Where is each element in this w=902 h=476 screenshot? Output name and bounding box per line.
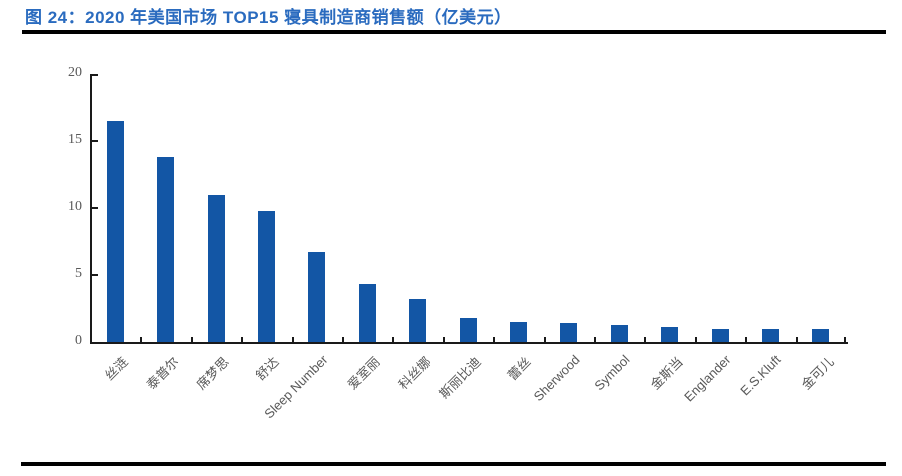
x-tick-mark: [90, 337, 92, 342]
y-tick-mark: [92, 207, 98, 209]
x-tick-mark: [241, 337, 244, 342]
x-tick-mark: [442, 337, 445, 342]
bottom-divider: [21, 462, 886, 466]
y-tick-label: 10: [68, 199, 82, 214]
x-tick-mark: [594, 337, 596, 342]
x-tick-mark: [795, 337, 798, 342]
y-tick-label: 20: [68, 65, 82, 80]
x-tick-mark: [493, 337, 496, 342]
y-tick-label: 5: [75, 266, 82, 281]
x-tick-mark: [392, 337, 395, 342]
bar: [308, 252, 326, 342]
x-tick-mark: [543, 337, 546, 342]
x-tick-mark: [694, 337, 697, 342]
x-tick-mark: [844, 337, 846, 342]
bar: [459, 318, 477, 342]
x-tick-mark: [291, 337, 294, 342]
bar-chart: 0 5 10 15 20 丝涟 泰普尔 席梦思 舒达 Sleep Number 爱室丽 科丝娜 斯丽比…: [68, 65, 848, 421]
y-axis-line: [90, 74, 92, 344]
bar: [711, 329, 729, 342]
bar: [358, 284, 376, 342]
bar: [509, 322, 527, 342]
y-tick-mark: [92, 140, 98, 142]
x-axis-line: [90, 342, 848, 344]
x-tick-mark: [140, 337, 143, 342]
bar: [257, 211, 275, 342]
bar: [409, 299, 427, 342]
bar: [157, 157, 175, 342]
bar: [812, 329, 830, 342]
x-tick-mark: [644, 337, 647, 342]
bar: [560, 323, 578, 342]
bar: [610, 325, 628, 342]
y-tick-label: 15: [68, 132, 82, 147]
x-tick-mark: [190, 337, 193, 342]
x-tick-mark: [745, 337, 748, 342]
bar: [106, 121, 124, 342]
title-divider: [22, 30, 886, 34]
figure-title: 图 24：2020 年美国市场 TOP15 寝具制造商销售额（亿美元）: [25, 8, 512, 27]
y-tick-label: 0: [75, 333, 82, 348]
y-tick-mark: [92, 74, 98, 76]
y-tick-mark: [92, 274, 98, 276]
bar: [661, 327, 679, 342]
bar: [207, 195, 225, 342]
x-tick-mark: [342, 337, 344, 342]
bar: [761, 329, 779, 342]
